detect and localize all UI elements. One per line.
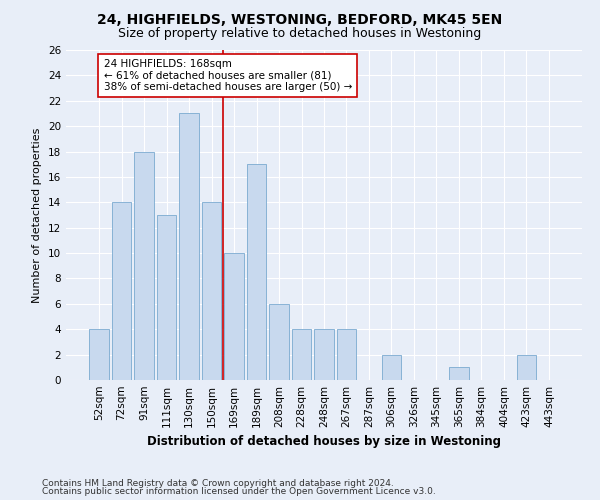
Bar	[179, 114, 199, 380]
Bar	[202, 202, 221, 380]
Bar	[224, 253, 244, 380]
Bar	[269, 304, 289, 380]
Text: 24, HIGHFIELDS, WESTONING, BEDFORD, MK45 5EN: 24, HIGHFIELDS, WESTONING, BEDFORD, MK45…	[97, 12, 503, 26]
Bar	[292, 329, 311, 380]
Bar	[314, 329, 334, 380]
Text: 24 HIGHFIELDS: 168sqm
← 61% of detached houses are smaller (81)
38% of semi-deta: 24 HIGHFIELDS: 168sqm ← 61% of detached …	[104, 59, 352, 92]
Bar	[517, 354, 536, 380]
Bar	[449, 368, 469, 380]
Bar	[134, 152, 154, 380]
Bar	[89, 329, 109, 380]
Bar	[382, 354, 401, 380]
Bar	[337, 329, 356, 380]
Bar	[247, 164, 266, 380]
Bar	[112, 202, 131, 380]
Text: Contains public sector information licensed under the Open Government Licence v3: Contains public sector information licen…	[42, 487, 436, 496]
Text: Size of property relative to detached houses in Westoning: Size of property relative to detached ho…	[118, 28, 482, 40]
Y-axis label: Number of detached properties: Number of detached properties	[32, 128, 43, 302]
X-axis label: Distribution of detached houses by size in Westoning: Distribution of detached houses by size …	[147, 436, 501, 448]
Text: Contains HM Land Registry data © Crown copyright and database right 2024.: Contains HM Land Registry data © Crown c…	[42, 478, 394, 488]
Bar	[157, 215, 176, 380]
